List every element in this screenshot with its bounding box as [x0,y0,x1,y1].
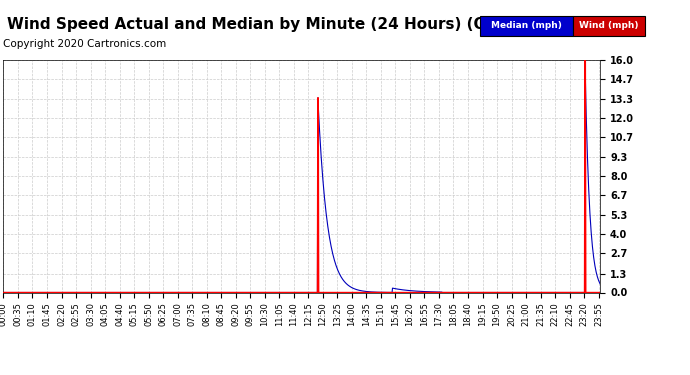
Text: Wind Speed Actual and Median by Minute (24 Hours) (Old) 20200105: Wind Speed Actual and Median by Minute (… [8,17,600,32]
Text: Wind (mph): Wind (mph) [579,21,639,30]
Text: Median (mph): Median (mph) [491,21,562,30]
Text: Copyright 2020 Cartronics.com: Copyright 2020 Cartronics.com [3,39,167,50]
